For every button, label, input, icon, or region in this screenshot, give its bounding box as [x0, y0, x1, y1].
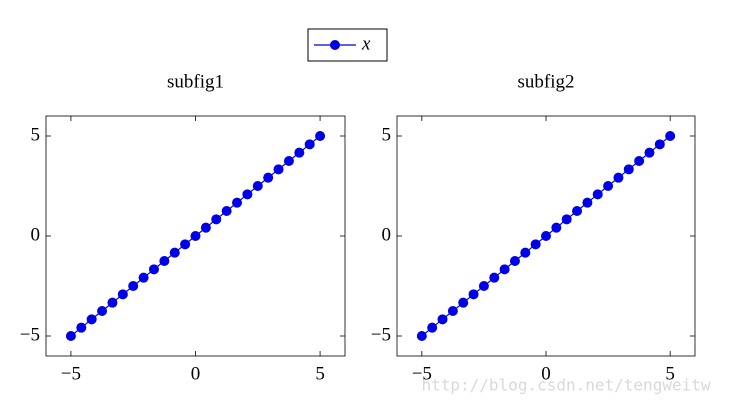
marker	[613, 172, 624, 183]
marker	[97, 306, 108, 316]
y-tick-label: 5	[382, 124, 392, 145]
marker	[159, 256, 170, 266]
marker	[107, 297, 118, 308]
marker	[211, 214, 222, 225]
marker	[128, 281, 139, 291]
watermark: http://blog.csdn.net/tengweitw	[422, 376, 711, 395]
marker	[117, 289, 128, 300]
marker	[665, 131, 676, 141]
marker	[169, 247, 180, 258]
marker	[561, 214, 572, 225]
marker	[138, 272, 149, 283]
x-tick-label: 0	[541, 363, 551, 384]
marker	[489, 272, 500, 283]
marker	[180, 239, 191, 250]
x-tick-label: 5	[315, 363, 325, 384]
marker	[541, 231, 551, 241]
marker	[65, 331, 76, 341]
x-tick-label: 5	[665, 363, 675, 384]
y-tick-label: −5	[20, 324, 40, 345]
x-tick-label: −5	[61, 363, 81, 384]
y-tick-label: −5	[371, 324, 391, 345]
marker	[232, 197, 243, 208]
marker	[273, 164, 284, 175]
marker	[437, 314, 448, 325]
marker	[315, 131, 326, 141]
marker	[592, 189, 603, 200]
marker	[200, 222, 211, 233]
marker	[530, 239, 541, 250]
y-tick-label: 0	[382, 224, 392, 245]
marker	[416, 331, 427, 341]
marker	[283, 156, 294, 166]
marker	[304, 139, 315, 150]
marker	[242, 189, 253, 200]
marker	[294, 147, 305, 158]
y-tick-label: 5	[31, 124, 41, 145]
subplot-title: subfig2	[518, 71, 575, 92]
marker	[582, 197, 593, 208]
marker	[644, 147, 655, 158]
marker	[520, 247, 531, 258]
legend-label: x	[361, 33, 371, 54]
y-tick-label: 0	[31, 224, 41, 245]
marker	[634, 156, 645, 166]
marker	[478, 281, 489, 291]
marker	[654, 139, 665, 150]
marker	[252, 181, 263, 191]
marker	[468, 289, 479, 300]
legend-marker	[330, 40, 340, 50]
marker	[76, 322, 87, 333]
x-tick-label: −5	[412, 363, 432, 384]
marker	[509, 256, 520, 266]
marker	[572, 206, 583, 216]
marker	[447, 306, 458, 316]
marker	[221, 206, 232, 216]
marker	[499, 264, 510, 275]
subplot-title: subfig1	[167, 71, 224, 92]
x-tick-label: 0	[191, 363, 201, 384]
marker	[458, 297, 469, 308]
marker	[603, 181, 614, 191]
marker	[86, 314, 97, 325]
marker	[263, 172, 274, 183]
marker	[190, 231, 201, 241]
marker	[427, 322, 438, 333]
marker	[148, 264, 159, 275]
marker	[551, 222, 562, 233]
marker	[623, 164, 634, 175]
